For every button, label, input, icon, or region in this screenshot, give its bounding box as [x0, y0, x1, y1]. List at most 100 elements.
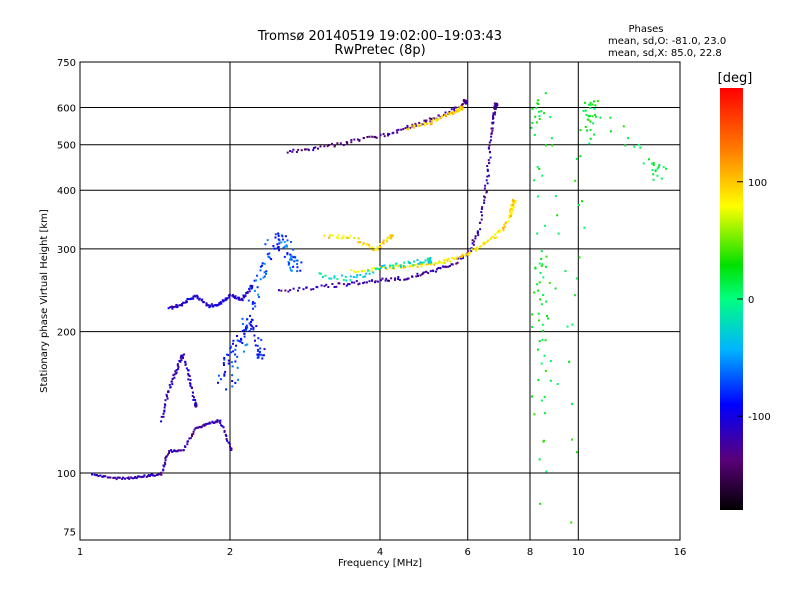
data-point — [223, 299, 226, 302]
data-point — [234, 360, 237, 363]
data-point — [194, 295, 197, 298]
data-point — [374, 248, 377, 251]
data-point — [423, 124, 426, 127]
data-point — [227, 362, 230, 365]
data-point — [160, 420, 163, 423]
data-point — [383, 266, 386, 269]
data-point — [229, 345, 232, 348]
data-point — [483, 199, 486, 202]
data-point — [428, 117, 431, 120]
data-point — [485, 179, 488, 182]
data-point — [194, 427, 197, 430]
stats-heading: Phases — [628, 24, 663, 35]
data-point — [587, 118, 590, 121]
data-point — [178, 304, 181, 307]
data-point — [108, 476, 111, 479]
data-point — [426, 122, 429, 125]
data-point — [230, 447, 233, 450]
data-point — [392, 131, 395, 134]
data-point — [225, 438, 228, 440]
data-point — [258, 351, 261, 353]
data-point — [319, 145, 322, 148]
data-point — [428, 257, 431, 260]
data-point — [589, 107, 592, 110]
data-point — [507, 220, 510, 223]
data-point — [492, 117, 495, 120]
data-point — [181, 304, 184, 307]
data-point — [175, 369, 178, 372]
data-point — [591, 115, 594, 118]
data-point — [388, 133, 391, 136]
data-point — [379, 246, 382, 248]
data-point — [494, 233, 497, 236]
data-point — [223, 430, 226, 433]
data-point — [234, 348, 237, 351]
data-point — [429, 270, 432, 273]
data-point — [543, 439, 545, 442]
data-point — [410, 264, 413, 267]
data-point — [449, 111, 452, 114]
plot-area: 1 2 4 6 8 10 16 75 100 200 300 400 500 600 750 — [57, 58, 686, 558]
data-point — [277, 246, 280, 249]
data-point — [485, 190, 488, 193]
data-point — [126, 477, 129, 480]
data-point — [236, 366, 239, 369]
data-point — [283, 240, 286, 243]
data-point — [422, 261, 425, 264]
y-tick-label: 75 — [63, 528, 76, 539]
data-point — [305, 286, 308, 289]
data-point — [403, 261, 406, 264]
data-point — [253, 279, 256, 282]
data-point — [384, 279, 387, 282]
data-point — [259, 347, 262, 350]
data-point — [488, 144, 491, 147]
data-point — [320, 284, 323, 287]
data-point — [203, 424, 206, 427]
data-point — [557, 232, 560, 235]
data-point — [430, 122, 433, 125]
data-point — [184, 363, 187, 366]
data-point — [395, 262, 398, 265]
data-point — [412, 126, 415, 129]
data-point — [189, 437, 192, 440]
data-point — [461, 108, 464, 111]
data-point — [461, 257, 464, 260]
data-point — [417, 262, 420, 265]
data-point — [187, 298, 190, 301]
data-point — [358, 282, 361, 285]
data-point — [511, 205, 514, 208]
data-point — [428, 261, 431, 264]
data-point — [486, 175, 489, 178]
data-point — [256, 286, 259, 289]
data-point — [236, 339, 239, 342]
data-point — [238, 340, 241, 343]
data-point — [423, 119, 426, 122]
data-point — [231, 380, 234, 382]
data-point — [225, 388, 228, 391]
data-point — [297, 289, 299, 292]
data-point — [342, 283, 345, 286]
data-point — [249, 323, 252, 326]
data-point — [209, 305, 212, 308]
data-point — [575, 158, 578, 160]
data-point — [492, 121, 495, 124]
data-point — [170, 380, 173, 383]
data-point — [470, 247, 473, 250]
data-point — [476, 247, 479, 250]
data-point — [211, 305, 214, 308]
data-point — [345, 279, 348, 282]
data-point — [365, 243, 368, 246]
data-point — [531, 325, 534, 328]
data-point — [503, 223, 506, 226]
data-point — [455, 108, 458, 111]
data-point — [263, 275, 266, 278]
data-point — [223, 357, 226, 359]
data-point — [118, 476, 121, 479]
stats-line-x: mean, sd,X: 85.0, 22.8 — [608, 48, 722, 59]
data-point — [652, 164, 655, 166]
data-point — [342, 144, 345, 147]
data-point — [437, 118, 439, 121]
data-point — [463, 101, 466, 104]
data-point — [257, 293, 260, 296]
data-point — [260, 338, 263, 341]
